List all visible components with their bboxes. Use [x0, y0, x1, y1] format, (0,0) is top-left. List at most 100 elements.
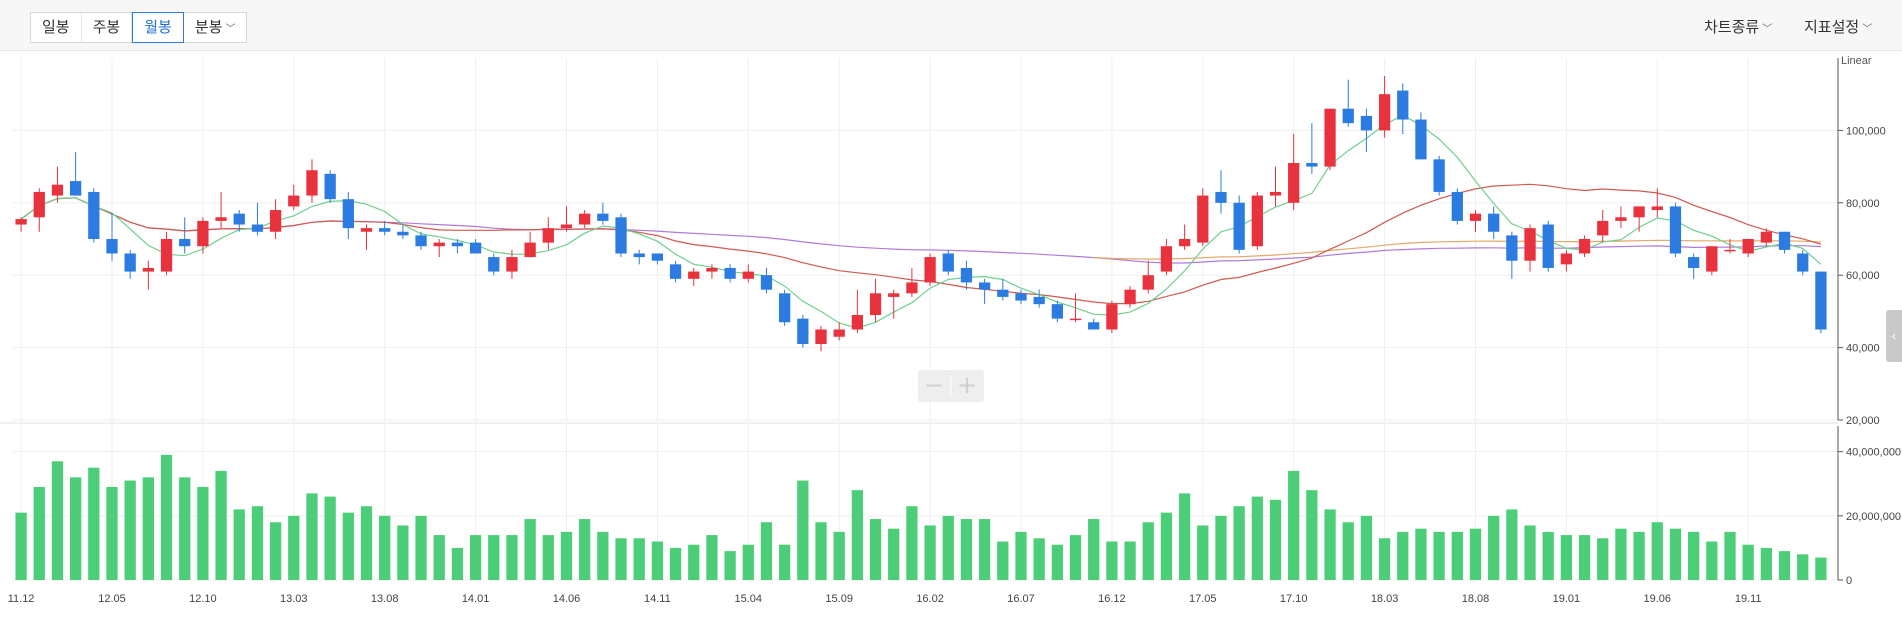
volume-bar	[1269, 499, 1282, 580]
volume-bar	[142, 477, 154, 580]
volume-bar	[688, 544, 700, 580]
candle-up	[1469, 213, 1482, 221]
candle-up	[560, 224, 573, 229]
volume-bar	[469, 535, 482, 580]
volume-bar	[1633, 531, 1645, 580]
candle-up	[1251, 195, 1263, 247]
volume-bar	[1215, 515, 1227, 580]
volume-bar	[1051, 544, 1063, 580]
time-tick-label: 19.06	[1644, 593, 1672, 605]
time-tick-label: 18.03	[1371, 593, 1399, 605]
candle-up	[1578, 239, 1591, 254]
candle-down	[106, 239, 118, 254]
candle-down	[633, 253, 645, 258]
candle-down	[1815, 271, 1827, 330]
volume-bar	[1542, 531, 1554, 580]
candle-down	[760, 275, 773, 290]
time-tick-label: 15.09	[825, 593, 853, 605]
ma5-line	[20, 114, 1822, 329]
time-tick-label: 16.12	[1098, 593, 1126, 605]
volume-bar	[833, 531, 845, 580]
time-tick-label: 15.04	[735, 593, 763, 605]
candle-up	[1197, 195, 1209, 243]
volume-bar	[1142, 522, 1154, 580]
volume-bar	[633, 538, 645, 580]
volume-bar	[1288, 470, 1300, 580]
candle-down	[1342, 108, 1354, 124]
candle-up	[1615, 217, 1627, 221]
candle-up	[1269, 191, 1282, 196]
volume-bar	[233, 509, 245, 580]
volume-bar	[1706, 541, 1718, 580]
volume-bar	[1342, 522, 1354, 580]
volume-bar	[1724, 531, 1736, 580]
candle-up	[506, 257, 518, 272]
candle-down	[597, 213, 609, 221]
time-tick-label: 13.08	[371, 593, 399, 605]
candle-up	[51, 184, 64, 196]
volume-bar	[415, 515, 427, 580]
volume-bar	[1033, 538, 1045, 580]
volume-bar	[651, 541, 664, 580]
volume-bar	[1797, 554, 1809, 580]
volume-bar	[1451, 531, 1463, 580]
volume-bar	[1597, 538, 1609, 580]
candle-up	[1178, 239, 1191, 247]
candle-down	[669, 264, 682, 279]
candle-up	[1142, 275, 1154, 290]
candle-down	[415, 235, 427, 247]
time-tick-label: 17.10	[1280, 593, 1308, 605]
candle-down	[1488, 213, 1500, 232]
candle-up	[1724, 249, 1736, 252]
candle-up	[1560, 253, 1573, 265]
side-panel-toggle[interactable]: ‹	[1886, 310, 1902, 362]
candle-down	[651, 253, 664, 261]
indicator-settings-dropdown[interactable]: 지표설정 ﹀	[1804, 16, 1872, 37]
volume-bar	[269, 522, 282, 580]
candle-down	[978, 282, 991, 290]
chart-type-dropdown[interactable]: 차트종류 ﹀	[1704, 16, 1772, 37]
stock-chart[interactable]: Linear 100,000 80,000 60,000 40,000 20,000 40…	[0, 50, 1902, 617]
candle-up	[1524, 228, 1536, 261]
time-tick-label: 14.06	[553, 593, 581, 605]
volume-bar	[906, 506, 918, 580]
candle-down	[469, 242, 482, 254]
time-tick-label: 14.01	[462, 593, 490, 605]
volume-bar	[251, 506, 264, 580]
zoom-in-button[interactable]: +	[957, 371, 977, 399]
time-tick-label: 11.12	[8, 593, 35, 605]
candle-up	[215, 217, 227, 221]
price-tick-label: 60,000	[1846, 270, 1880, 282]
candle-up	[851, 315, 864, 330]
period-monthly-button[interactable]: 월봉	[132, 12, 184, 43]
volume-bar	[215, 470, 227, 580]
volume-bar	[924, 525, 936, 580]
volume-tick-label: 0	[1846, 575, 1852, 587]
volume-bar	[1233, 506, 1245, 580]
volume-bar	[324, 496, 336, 580]
candle-down	[251, 224, 264, 232]
period-minute-label: 분봉	[194, 19, 223, 36]
zoom-out-button[interactable]: −	[924, 371, 944, 399]
period-daily-button[interactable]: 일봉	[31, 13, 82, 42]
candle-down	[342, 199, 354, 229]
candle-up	[1742, 239, 1754, 254]
candle-up	[142, 267, 154, 272]
indicator-settings-label: 지표설정	[1804, 19, 1860, 36]
volume-bar	[706, 535, 718, 580]
volume-bar	[1251, 496, 1263, 580]
volume-bar	[1469, 528, 1482, 580]
candle-up	[1651, 206, 1663, 211]
candle-down	[1015, 293, 1027, 301]
volume-bar	[1651, 522, 1663, 580]
volume-bar	[1760, 547, 1773, 580]
price-tick-label: 20,000	[1846, 415, 1880, 427]
chevron-down-icon: ﹀	[225, 24, 236, 35]
volume-bar	[1197, 525, 1209, 580]
period-weekly-button[interactable]: 주봉	[82, 13, 133, 42]
volume-bar	[615, 538, 627, 580]
volume-bar	[488, 535, 500, 580]
volume-bar	[506, 535, 518, 580]
candle-up	[433, 242, 445, 247]
period-minute-dropdown[interactable]: 분봉 ﹀	[184, 13, 247, 42]
